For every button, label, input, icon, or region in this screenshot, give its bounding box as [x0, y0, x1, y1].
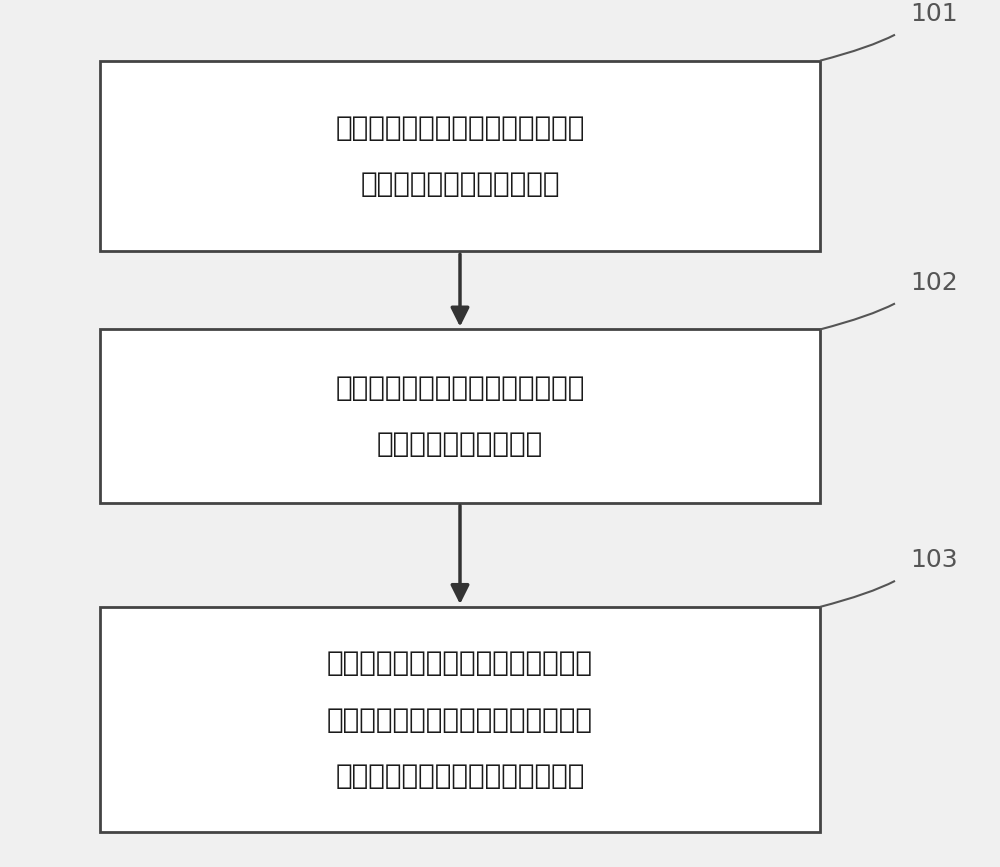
Text: 第一分类器对每支气管的肺段进行分: 第一分类器对每支气管的肺段进行分	[327, 706, 593, 733]
Text: 对所述气管树结构中的每个分支的: 对所述气管树结构中的每个分支的	[335, 374, 585, 402]
Text: 气管中心线建立气管树结构: 气管中心线建立气管树结构	[360, 170, 560, 199]
Text: 103: 103	[910, 548, 958, 572]
Bar	[100, 329, 820, 503]
Text: 类，获得每支气管的肺段命名结果: 类，获得每支气管的肺段命名结果	[335, 762, 585, 790]
Text: 采用与所述气管的肺叶类型相对应的: 采用与所述气管的肺叶类型相对应的	[327, 649, 593, 677]
Bar	[100, 607, 820, 832]
Text: 提取肺的气管中心线，并根据所述: 提取肺的气管中心线，并根据所述	[335, 114, 585, 142]
Text: 气管进行肺叶类型划分: 气管进行肺叶类型划分	[377, 430, 543, 459]
Bar	[100, 61, 820, 251]
Text: 102: 102	[910, 271, 958, 295]
Text: 101: 101	[910, 2, 958, 26]
